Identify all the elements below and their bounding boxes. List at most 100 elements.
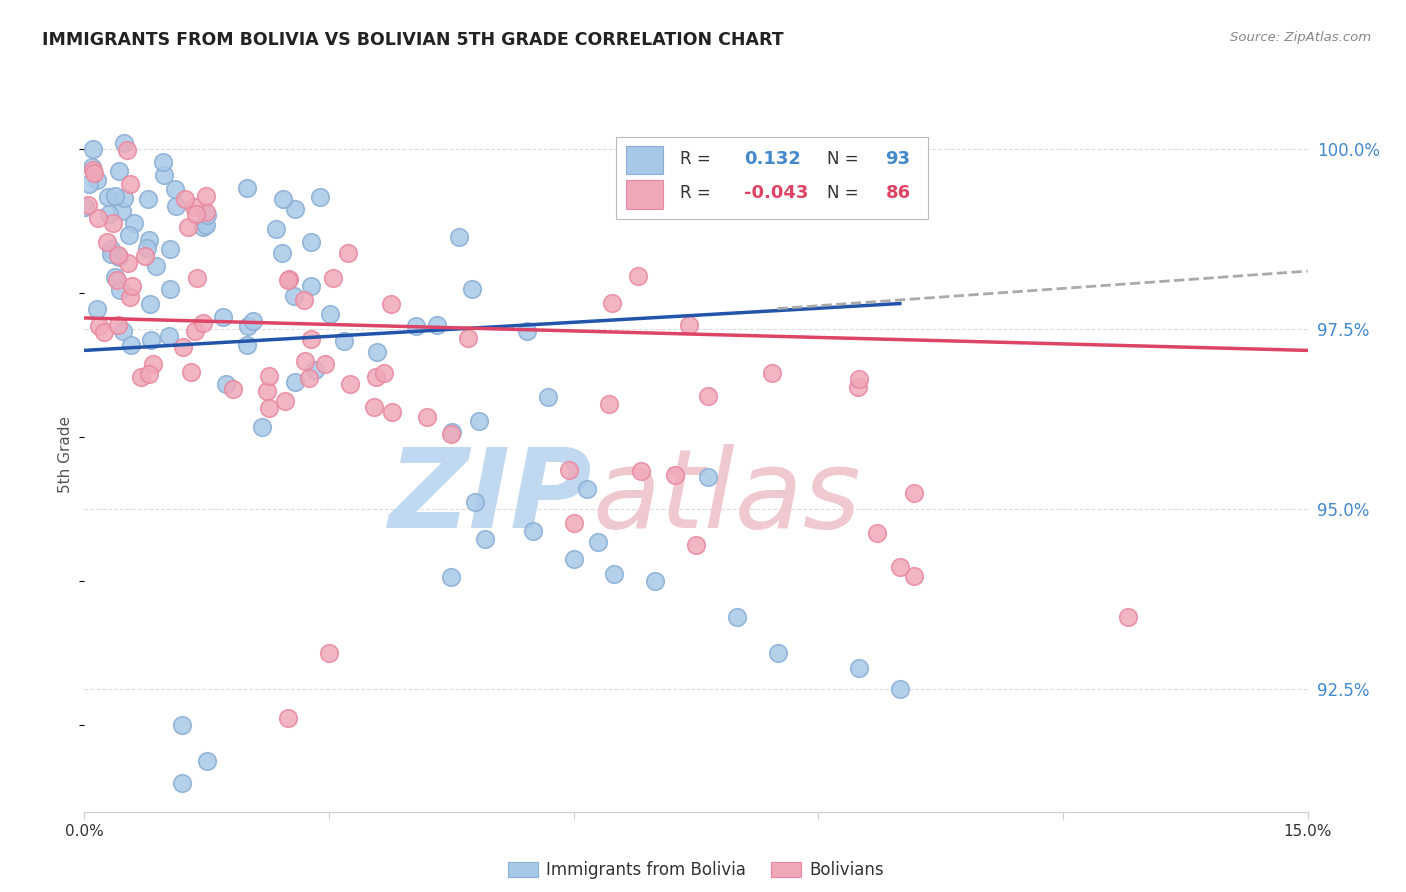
- Point: [447, 229, 470, 244]
- Point: [191, 316, 214, 330]
- Point: [136, 241, 159, 255]
- Point: [120, 338, 142, 352]
- Point: [259, 401, 281, 416]
- Point: [186, 207, 208, 221]
- Point: [903, 486, 925, 500]
- Point: [685, 538, 707, 552]
- Point: [153, 168, 176, 182]
- Point: [273, 193, 295, 207]
- Point: [112, 191, 135, 205]
- Point: [97, 206, 120, 220]
- Point: [172, 340, 194, 354]
- Point: [142, 357, 165, 371]
- Text: ZIP: ZIP: [388, 444, 592, 551]
- Point: [332, 334, 354, 349]
- Point: [101, 216, 124, 230]
- Point: [212, 310, 235, 325]
- Point: [242, 314, 264, 328]
- Point: [235, 181, 257, 195]
- Point: [339, 377, 361, 392]
- Point: [461, 282, 484, 296]
- Point: [630, 464, 652, 478]
- Point: [363, 400, 385, 414]
- Point: [889, 559, 911, 574]
- Point: [100, 247, 122, 261]
- Point: [848, 372, 870, 386]
- Point: [292, 293, 315, 308]
- Point: [464, 495, 486, 509]
- Point: [82, 162, 104, 177]
- Point: [889, 682, 911, 697]
- Point: [257, 369, 280, 384]
- Point: [165, 199, 187, 213]
- Point: [83, 166, 105, 180]
- Point: [250, 420, 273, 434]
- Point: [105, 273, 128, 287]
- Bar: [626, 146, 664, 175]
- Point: [1116, 610, 1139, 624]
- Text: Source: ZipAtlas.com: Source: ZipAtlas.com: [1230, 31, 1371, 45]
- Point: [138, 233, 160, 247]
- Point: [457, 331, 479, 345]
- Point: [562, 516, 585, 531]
- Point: [474, 533, 496, 547]
- Point: [141, 333, 163, 347]
- Point: [314, 357, 336, 371]
- Text: -0.043: -0.043: [744, 184, 808, 202]
- Point: [235, 337, 257, 351]
- Bar: [626, 180, 664, 209]
- Point: [184, 324, 207, 338]
- Point: [557, 463, 579, 477]
- Point: [93, 325, 115, 339]
- Point: [87, 211, 110, 226]
- Point: [426, 318, 449, 333]
- Point: [627, 269, 650, 284]
- Text: N =: N =: [827, 150, 859, 168]
- Point: [603, 566, 626, 581]
- Text: R =: R =: [681, 184, 711, 202]
- Point: [165, 181, 187, 195]
- Point: [104, 189, 127, 203]
- Point: [172, 718, 194, 732]
- Point: [136, 192, 159, 206]
- Point: [73, 200, 96, 214]
- Point: [107, 164, 129, 178]
- Point: [264, 222, 287, 236]
- Point: [129, 370, 152, 384]
- Point: [191, 220, 214, 235]
- Point: [278, 271, 301, 285]
- Point: [304, 363, 326, 377]
- Point: [138, 297, 160, 311]
- Point: [405, 318, 427, 333]
- Point: [366, 344, 388, 359]
- Point: [440, 425, 463, 440]
- Point: [598, 396, 620, 410]
- Point: [110, 284, 132, 298]
- Point: [121, 278, 143, 293]
- Point: [117, 227, 139, 242]
- Point: [159, 282, 181, 296]
- Point: [104, 270, 127, 285]
- Point: [122, 216, 145, 230]
- Point: [112, 325, 135, 339]
- Point: [82, 141, 104, 155]
- Point: [440, 426, 463, 441]
- Text: 86: 86: [886, 184, 911, 202]
- Point: [319, 307, 342, 321]
- Point: [644, 574, 666, 588]
- Point: [152, 154, 174, 169]
- Point: [117, 256, 139, 270]
- Point: [336, 246, 359, 260]
- Point: [112, 136, 135, 150]
- Point: [138, 367, 160, 381]
- Point: [186, 270, 208, 285]
- Point: [284, 375, 307, 389]
- Point: [177, 219, 200, 234]
- Legend: Immigrants from Bolivia, Bolivians: Immigrants from Bolivia, Bolivians: [501, 855, 891, 886]
- Point: [277, 273, 299, 287]
- Point: [903, 569, 925, 583]
- Text: R =: R =: [681, 150, 711, 168]
- Point: [195, 208, 218, 222]
- Point: [366, 369, 388, 384]
- Point: [294, 354, 316, 368]
